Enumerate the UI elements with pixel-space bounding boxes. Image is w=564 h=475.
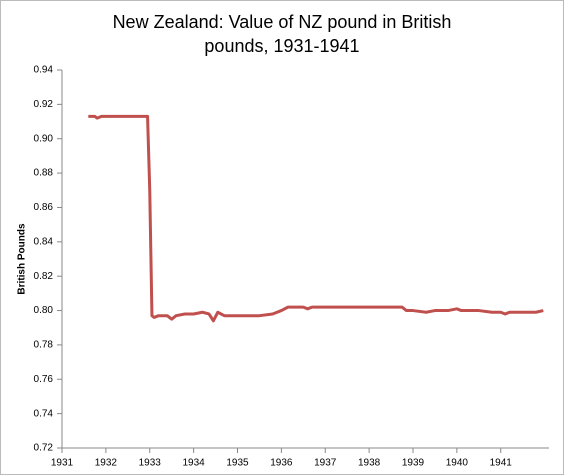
y-tick-label: 0.74 xyxy=(34,408,54,419)
y-tick-label: 0.88 xyxy=(34,168,54,179)
x-tick-label: 1935 xyxy=(226,458,249,469)
x-tick-label: 1936 xyxy=(270,458,293,469)
x-tick-label: 1931 xyxy=(51,458,74,469)
y-tick-label: 0.82 xyxy=(34,271,54,282)
y-tick-label: 0.78 xyxy=(34,340,54,351)
x-tick-label: 1933 xyxy=(139,458,162,469)
y-tick-label: 0.84 xyxy=(34,236,54,247)
x-tick-label: 1932 xyxy=(95,458,118,469)
x-tick-label: 1937 xyxy=(314,458,337,469)
y-tick-label: 0.92 xyxy=(34,99,54,110)
y-tick-label: 0.86 xyxy=(34,202,54,213)
x-tick-label: 1934 xyxy=(182,458,205,469)
x-tick-label: 1939 xyxy=(402,458,425,469)
y-tick-label: 0.94 xyxy=(34,65,54,76)
x-tick-label: 1940 xyxy=(446,458,469,469)
y-tick-label: 0.80 xyxy=(34,305,54,316)
chart-title: New Zealand: Value of NZ pound in Britis… xyxy=(112,12,452,56)
x-tick-label: 1938 xyxy=(358,458,381,469)
y-tick-label: 0.90 xyxy=(34,133,54,144)
y-tick-label: 0.72 xyxy=(34,443,54,454)
y-tick-label: 0.76 xyxy=(34,374,54,385)
x-tick-label: 1941 xyxy=(490,458,513,469)
y-axis-label: British Pounds xyxy=(17,223,28,295)
line-series xyxy=(88,114,544,323)
